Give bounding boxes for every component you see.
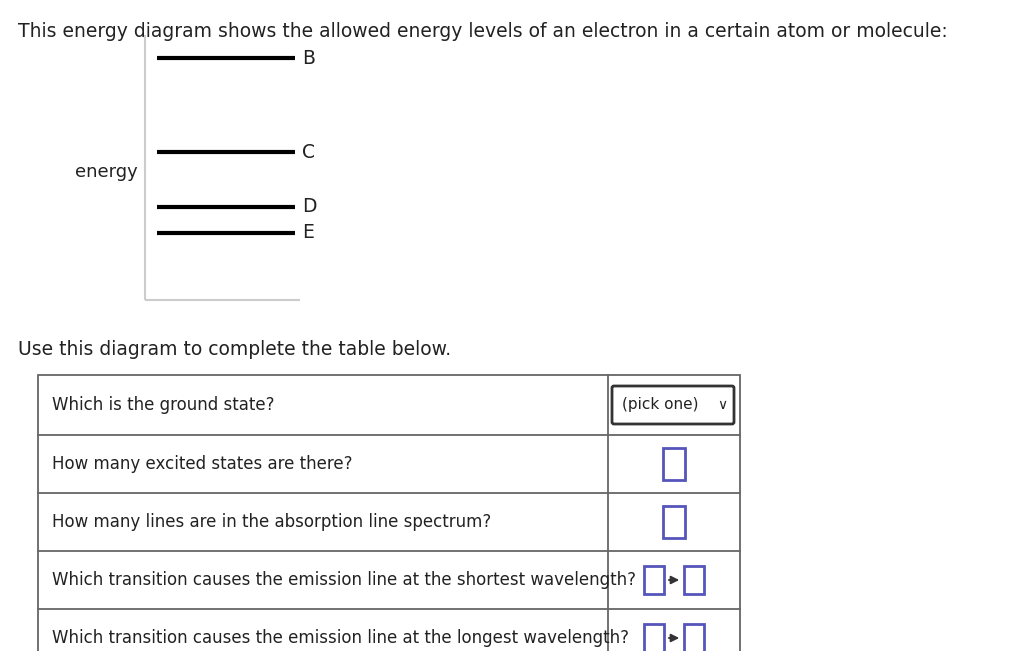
Text: This energy diagram shows the allowed energy levels of an electron in a certain : This energy diagram shows the allowed en… [18,22,948,41]
Text: ∨: ∨ [717,398,727,412]
Text: How many lines are in the absorption line spectrum?: How many lines are in the absorption lin… [52,513,492,531]
Bar [663,506,685,538]
Text: Which transition causes the emission line at the shortest wavelength?: Which transition causes the emission lin… [52,571,636,589]
Text: Which is the ground state?: Which is the ground state? [52,396,274,414]
Text: D: D [302,197,316,217]
Bar [644,624,664,651]
Bar [684,624,705,651]
Text: energy: energy [75,163,138,181]
FancyBboxPatch shape [612,386,734,424]
Bar [38,375,740,651]
Text: B: B [302,49,315,68]
Bar [644,566,664,594]
Text: Use this diagram to complete the table below.: Use this diagram to complete the table b… [18,340,452,359]
Text: C: C [302,143,315,161]
Text: Which transition causes the emission line at the longest wavelength?: Which transition causes the emission lin… [52,629,629,647]
Text: E: E [302,223,314,243]
Bar [663,448,685,480]
Text: How many excited states are there?: How many excited states are there? [52,455,352,473]
Text: (pick one): (pick one) [622,398,698,413]
Bar [684,566,705,594]
